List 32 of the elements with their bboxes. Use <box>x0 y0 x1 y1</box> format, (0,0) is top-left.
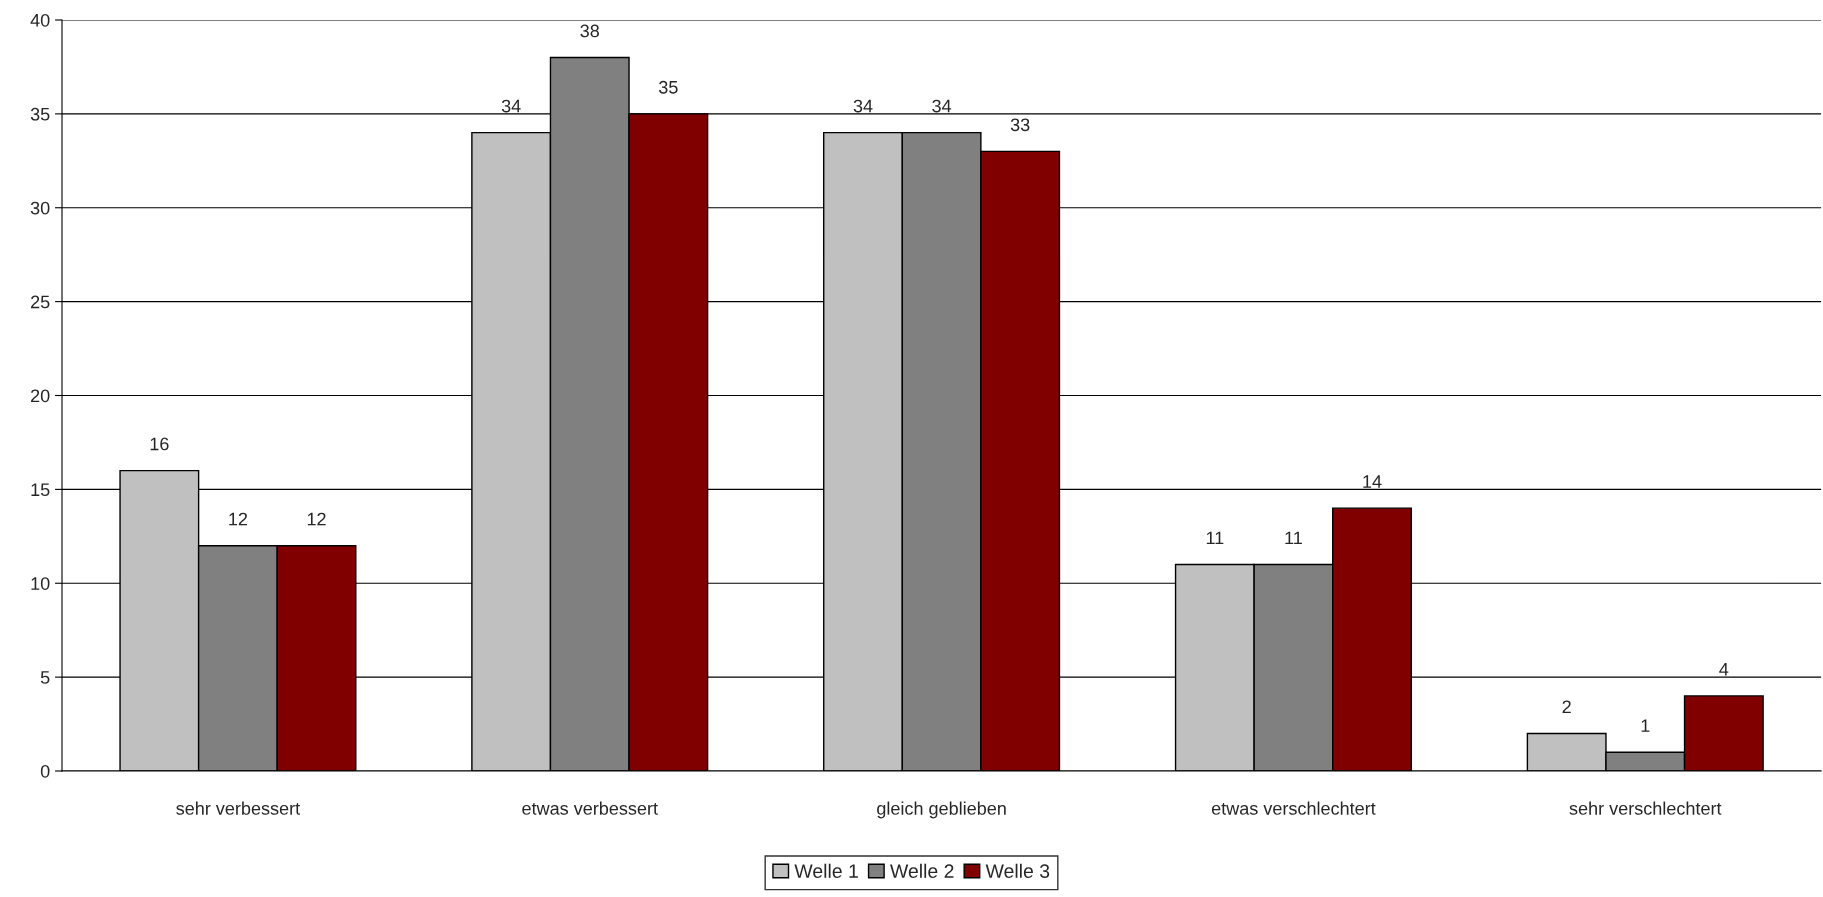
legend-label: Welle 2 <box>890 863 954 878</box>
x-tick-label: etwas verbessert <box>522 801 658 815</box>
x-tick-label: sehr verschlechtert <box>1569 801 1722 815</box>
y-tick-label: 10 <box>31 577 50 590</box>
data-label: 34 <box>501 99 521 113</box>
data-label: 11 <box>1285 531 1302 545</box>
x-tick-label: etwas verschlechtert <box>1211 801 1376 815</box>
y-tick-label: 25 <box>31 295 50 309</box>
legend-label: Welle 1 <box>794 863 858 878</box>
data-label: 34 <box>932 99 952 113</box>
data-label: 12 <box>229 512 248 526</box>
data-label: 35 <box>658 80 678 94</box>
x-tick-label: gleich geblieben <box>877 801 1006 819</box>
data-label: 33 <box>1010 118 1030 132</box>
y-tick-label: 20 <box>31 389 50 403</box>
data-label: 4 <box>1719 663 1729 676</box>
data-label: 11 <box>1206 531 1224 545</box>
data-label: 12 <box>307 512 326 526</box>
x-tick-label: sehr verbessert <box>176 801 301 815</box>
data-label: 34 <box>853 99 873 113</box>
y-tick-label: 30 <box>30 201 50 215</box>
data-label: 16 <box>150 437 169 451</box>
data-label: 38 <box>580 24 600 38</box>
y-tick-label: 0 <box>40 764 50 778</box>
data-label: 1 <box>1641 719 1650 732</box>
y-tick-label: 35 <box>30 107 50 121</box>
y-tick-label: 15 <box>31 483 50 497</box>
data-label: 14 <box>1363 475 1382 488</box>
data-label: 2 <box>1562 700 1571 714</box>
y-tick-label: 40 <box>30 13 50 27</box>
y-tick-label: 5 <box>40 671 50 684</box>
legend-label: Welle 3 <box>985 863 1050 878</box>
